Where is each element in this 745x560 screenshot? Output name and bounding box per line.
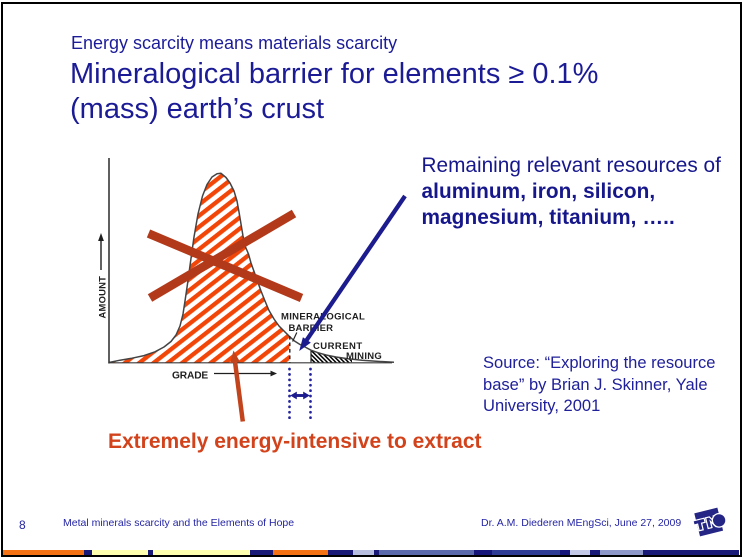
svg-text:BARRIER: BARRIER <box>289 323 334 334</box>
svg-text:MINING: MINING <box>346 351 382 362</box>
svg-text:GRADE: GRADE <box>172 370 208 381</box>
svg-text:AMOUNT: AMOUNT <box>97 276 108 319</box>
svg-text:CURRENT: CURRENT <box>313 341 363 352</box>
